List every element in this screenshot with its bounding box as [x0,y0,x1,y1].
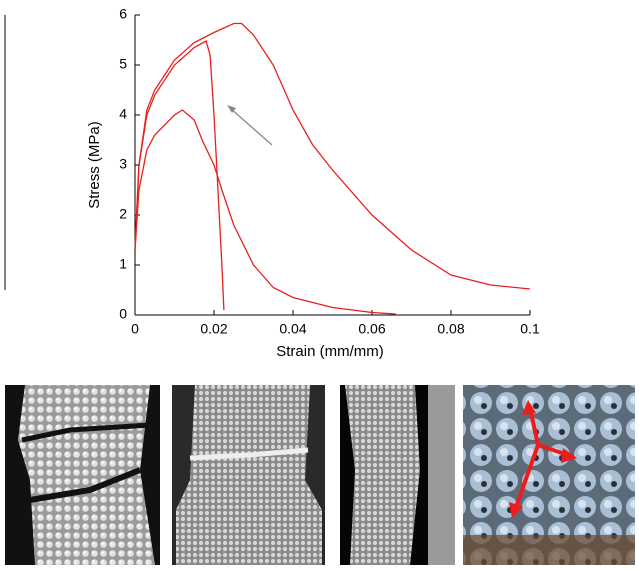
x-tick-label: 0 [131,321,139,337]
photo-panels [5,385,635,565]
crack-1 [21,422,151,443]
x-tick-label: 0.02 [200,321,227,337]
stress-strain-curve [134,40,225,311]
x-axis-label: Strain (mm/mm) [276,343,384,360]
y-tick-label: 4 [119,106,127,122]
crack-2 [29,467,142,503]
specimen-1 [18,385,155,565]
plot: 0 1 2 3 4 5 6 0 0.02 0.04 0.06 0.08 0.1 [119,6,540,337]
x-tick-label: 0.04 [279,321,306,337]
x-tick-label: 0.1 [520,321,540,337]
specimen-2 [176,385,322,565]
annotation-arrowhead [227,105,236,113]
y-tick-label: 6 [119,6,127,22]
y-tick-label: 3 [119,156,127,172]
stress-strain-curve [134,22,531,290]
y-tick-label: 2 [119,206,127,222]
stress-strain-curve [134,109,396,315]
specimen-3 [345,385,420,565]
red-arrows [509,400,577,518]
y-tick-label: 1 [119,256,127,272]
photo-3-strip [428,385,455,565]
photo-4-base [463,535,635,565]
y-tick-label: 5 [119,56,127,72]
x-tick-label: 0.06 [358,321,385,337]
x-tick-label: 0.08 [437,321,464,337]
y-axis-label: Stress (MPa) [86,121,103,209]
crack-3 [189,447,309,461]
annotation-arrow [229,107,273,146]
y-tick-label: 0 [119,306,127,322]
